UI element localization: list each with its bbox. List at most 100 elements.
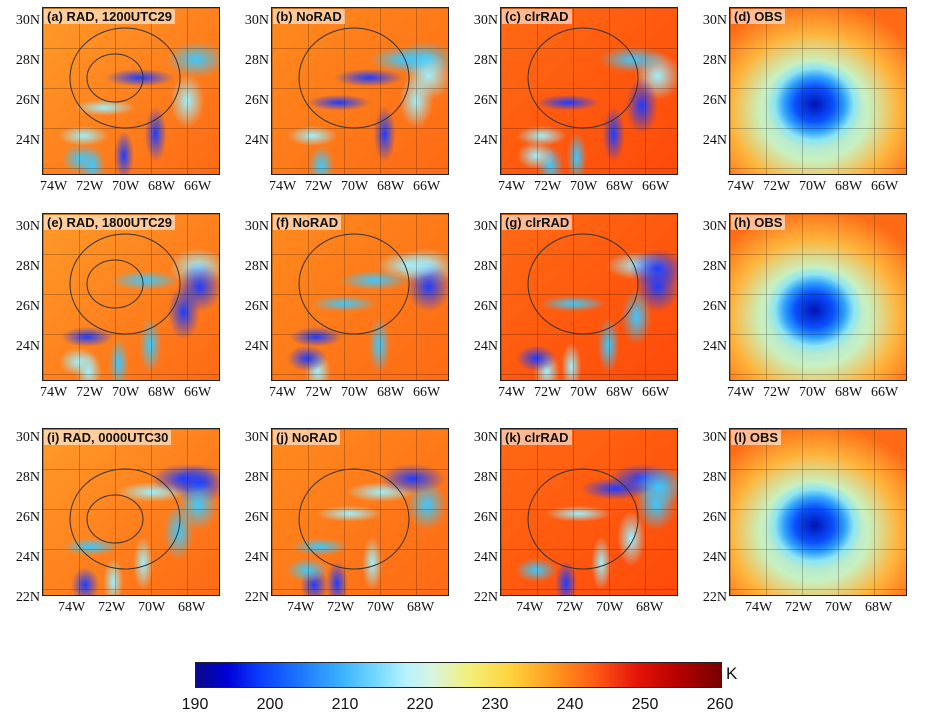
- colorbar-tick-label: 210: [331, 696, 359, 713]
- lat-tick-label: 26N: [702, 510, 727, 525]
- lat-tick-label: 24N: [702, 550, 727, 565]
- lon-tick-label: 72W: [785, 600, 813, 615]
- lon-tick-label: 74W: [58, 600, 86, 615]
- lon-tick-label: 74W: [727, 385, 755, 400]
- map-panel: (i) RAD, 0000UTC30: [42, 428, 220, 596]
- map-panel: (e) RAD, 1800UTC29: [42, 213, 220, 381]
- map-image: [271, 428, 449, 596]
- lat-tick-label: 30N: [702, 430, 727, 445]
- map-panel: (j) NoRAD: [271, 428, 449, 596]
- lon-tick-label: 70W: [341, 385, 369, 400]
- contour-line: [527, 468, 639, 570]
- lat-tick-label: 26N: [473, 299, 498, 314]
- lat-tick-label: 22N: [473, 590, 498, 605]
- contour-overlay: [298, 233, 410, 335]
- map-grid: [501, 8, 677, 174]
- map-grid: [272, 429, 448, 595]
- lat-tick-label: 26N: [702, 299, 727, 314]
- lat-tick-label: 28N: [702, 259, 727, 274]
- contour-line: [298, 27, 410, 129]
- lon-tick-label: 66W: [184, 179, 212, 194]
- lon-tick-label: 66W: [413, 385, 441, 400]
- map-panel: (b) NoRAD: [271, 7, 449, 175]
- map-grid: [272, 8, 448, 174]
- panel-label: (d) OBS: [731, 9, 786, 24]
- lat-tick-label: 26N: [15, 299, 40, 314]
- lon-tick-label: 68W: [606, 179, 634, 194]
- lat-tick-label: 28N: [473, 259, 498, 274]
- map-image: [729, 213, 907, 381]
- colorbar-tick-label: 220: [406, 696, 434, 713]
- lon-tick-label: 66W: [184, 385, 212, 400]
- lon-tick-label: 74W: [287, 600, 315, 615]
- lon-tick-label: 68W: [148, 179, 176, 194]
- panel-label: (b) NoRAD: [273, 9, 345, 24]
- lat-tick-label: 28N: [244, 470, 269, 485]
- lon-tick-label: 70W: [138, 600, 166, 615]
- lat-tick-label: 24N: [15, 133, 40, 148]
- lat-tick-label: 24N: [702, 133, 727, 148]
- lon-tick-label: 74W: [516, 600, 544, 615]
- lat-tick-label: 24N: [473, 339, 498, 354]
- lon-tick-label: 74W: [269, 385, 297, 400]
- lon-tick-label: 74W: [269, 179, 297, 194]
- contour-line: [298, 233, 410, 335]
- lon-tick-label: 68W: [178, 600, 206, 615]
- lat-tick-label: 30N: [244, 219, 269, 234]
- lat-tick-label: 24N: [244, 133, 269, 148]
- panel-label: (f) NoRAD: [273, 215, 342, 230]
- lat-tick-label: 28N: [15, 470, 40, 485]
- map-image: [500, 213, 678, 381]
- lon-tick-label: 72W: [534, 385, 562, 400]
- lat-tick-label: 24N: [473, 550, 498, 565]
- lat-tick-label: 26N: [244, 93, 269, 108]
- map-grid: [730, 214, 906, 380]
- map-image: [271, 213, 449, 381]
- colorbar-unit: K: [726, 664, 738, 683]
- lon-tick-label: 70W: [799, 179, 827, 194]
- lon-tick-label: 72W: [76, 179, 104, 194]
- lon-tick-label: 66W: [871, 179, 899, 194]
- panel-label: (k) clrRAD: [502, 430, 572, 445]
- map-panel: (c) clrRAD: [500, 7, 678, 175]
- lon-tick-label: 72W: [534, 179, 562, 194]
- colorbar-tick-label: 230: [481, 696, 509, 713]
- lat-tick-label: 26N: [702, 93, 727, 108]
- map-grid: [501, 214, 677, 380]
- lon-tick-label: 74W: [727, 179, 755, 194]
- map-image: [42, 7, 220, 175]
- lat-tick-label: 30N: [473, 430, 498, 445]
- map-grid: [43, 429, 219, 595]
- panel-label: (e) RAD, 1800UTC29: [44, 215, 175, 230]
- lon-tick-label: 70W: [112, 179, 140, 194]
- lon-tick-label: 68W: [407, 600, 435, 615]
- lon-tick-label: 68W: [835, 385, 863, 400]
- lat-tick-label: 26N: [244, 510, 269, 525]
- map-panel: (k) clrRAD: [500, 428, 678, 596]
- lat-tick-label: 30N: [702, 219, 727, 234]
- lat-tick-label: 28N: [702, 53, 727, 68]
- lon-tick-label: 68W: [377, 385, 405, 400]
- lon-tick-label: 70W: [825, 600, 853, 615]
- panel-label: (i) RAD, 0000UTC30: [44, 430, 172, 445]
- lat-tick-label: 30N: [244, 13, 269, 28]
- lat-tick-label: 22N: [15, 590, 40, 605]
- lat-tick-label: 22N: [244, 590, 269, 605]
- map-grid: [501, 429, 677, 595]
- contour-overlay: [527, 468, 639, 570]
- lon-tick-label: 70W: [596, 600, 624, 615]
- panel-label: (a) RAD, 1200UTC29: [44, 9, 175, 24]
- lon-tick-label: 72W: [556, 600, 584, 615]
- contour-line: [69, 27, 181, 129]
- contour-overlay: [69, 27, 181, 129]
- colorbar: [195, 662, 722, 688]
- lat-tick-label: 24N: [702, 339, 727, 354]
- contour-line: [69, 233, 181, 335]
- lat-tick-label: 30N: [15, 13, 40, 28]
- lat-tick-label: 28N: [15, 53, 40, 68]
- map-grid: [730, 429, 906, 595]
- lon-tick-label: 72W: [763, 179, 791, 194]
- lat-tick-label: 26N: [473, 93, 498, 108]
- contour-line: [527, 27, 639, 129]
- lon-tick-label: 72W: [305, 385, 333, 400]
